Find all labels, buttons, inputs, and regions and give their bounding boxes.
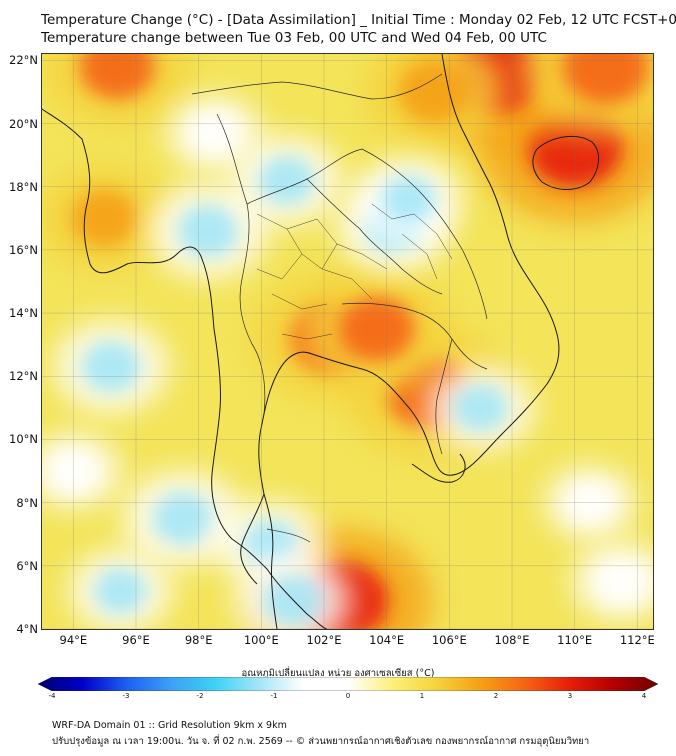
colorbar-tick-label: -3 <box>122 692 130 700</box>
lat-tick-label: 16°N <box>9 242 38 257</box>
lon-tick-label: 110°E <box>557 633 593 647</box>
lon-tick-label: 108°E <box>494 633 530 647</box>
warm-anomaly-9 <box>398 61 470 123</box>
border-cambodia-vietnam <box>435 338 453 455</box>
lon-tick-label: 112°E <box>619 633 655 647</box>
colorbar-tick-label: -1 <box>270 692 278 700</box>
cold-anomaly-19 <box>94 568 147 614</box>
cold-anomaly-17 <box>263 575 322 626</box>
temperature-change-map <box>42 54 653 629</box>
colorbar-tick-label: -2 <box>196 692 204 700</box>
lon-tick-label: 94°E <box>59 633 88 647</box>
hainan-island <box>532 135 599 190</box>
warm-anomaly-8 <box>71 189 138 248</box>
lon-tick-label: 106°E <box>431 633 467 647</box>
malay-west-coast <box>240 493 265 585</box>
colorbar-tick-label: 0 <box>345 692 351 700</box>
country-borders <box>191 73 488 543</box>
colorbar-title: อุณหภูมิเปลี่ยนแปลง หน่วย องศาเซลเซียส (… <box>241 668 435 679</box>
lon-tick-label: 96°E <box>122 633 150 647</box>
cold-anomaly-18 <box>453 384 508 432</box>
lat-tick-label: 14°N <box>9 306 38 321</box>
credit-line: ปรับปรุงข้อมูล ณ เวลา 19:00น. วัน จ. ที่… <box>52 736 590 747</box>
lat-tick-label: 4°N <box>16 622 38 636</box>
cold-anomaly-14 <box>81 341 141 392</box>
gulf-of-thailand-coast <box>258 54 560 629</box>
lat-tick-label: 12°N <box>9 369 38 384</box>
lon-tick-label: 98°E <box>184 633 213 647</box>
cold-anomaly-11 <box>258 156 315 205</box>
colorbar-tick-label: 2 <box>493 692 499 700</box>
warm-anomaly-2 <box>563 54 649 104</box>
lon-tick-label: 100°E <box>243 633 279 647</box>
border-thailand-laos <box>246 178 443 295</box>
cold-anomaly-13 <box>381 175 436 223</box>
lon-tick-label: 104°E <box>369 633 405 647</box>
temperature-field <box>42 54 653 629</box>
provincial-lines <box>256 203 453 340</box>
model-info: WRF-DA Domain 01 :: Grid Resolution 9km … <box>52 720 287 731</box>
border-thailand-malaysia <box>266 528 311 543</box>
ca-mau-peninsula <box>411 453 466 483</box>
lat-tick-label: 8°N <box>16 495 38 510</box>
lon-tick-label: 102°E <box>306 633 342 647</box>
cold-anomaly-23 <box>190 112 239 154</box>
warm-anomaly-6 <box>339 296 415 362</box>
colorbar <box>38 677 658 691</box>
colorbar-gradient <box>38 677 658 691</box>
colorbar-tick-label: 1 <box>419 692 425 700</box>
map-frame <box>41 53 654 630</box>
cold-anomaly-15 <box>152 492 214 545</box>
cold-anomaly-20 <box>596 560 647 604</box>
cold-anomaly-10 <box>177 204 239 258</box>
graticule <box>42 54 653 629</box>
border-china-north <box>191 73 443 100</box>
lat-tick-label: 18°N <box>9 179 38 194</box>
lat-tick-label: 22°N <box>9 53 38 68</box>
colorbar-tick-label: 3 <box>567 692 573 700</box>
border-thailand-cambodia <box>341 302 488 370</box>
lat-tick-label: 10°N <box>9 432 38 447</box>
chart-title-block: Temperature Change (°C) - [Data Assimila… <box>41 11 676 47</box>
chart-subtitle: Temperature change between Tue 03 Feb, 0… <box>41 30 547 46</box>
colorbar-tick-label: 4 <box>641 692 647 700</box>
colorbar-tick-label: -4 <box>48 692 56 700</box>
border-laos-vietnam <box>306 148 488 320</box>
border-myanmar-thailand <box>216 113 266 415</box>
lat-tick-label: 6°N <box>16 558 38 573</box>
chart-title: Temperature Change (°C) - [Data Assimila… <box>41 12 676 28</box>
lat-tick-label: 20°N <box>9 116 38 131</box>
